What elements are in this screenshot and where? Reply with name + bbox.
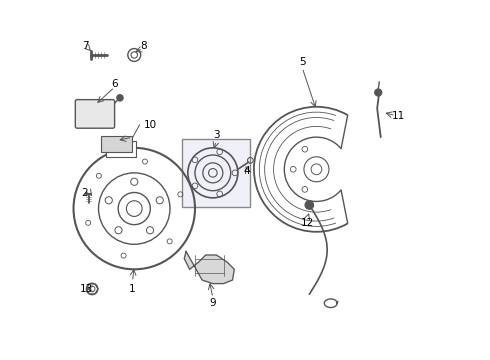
Text: 5: 5	[299, 57, 305, 67]
Circle shape	[305, 201, 314, 209]
Text: 1: 1	[129, 284, 136, 294]
Text: 9: 9	[210, 298, 216, 308]
Bar	[101, 136, 132, 152]
Text: 13: 13	[79, 284, 93, 294]
Text: 2: 2	[82, 188, 88, 198]
Text: 4: 4	[244, 166, 250, 176]
Bar	[105, 140, 136, 157]
Text: 3: 3	[213, 130, 220, 140]
FancyBboxPatch shape	[75, 100, 115, 128]
Text: 8: 8	[140, 41, 147, 51]
Circle shape	[375, 89, 382, 96]
Text: 6: 6	[111, 78, 118, 89]
Circle shape	[117, 95, 123, 101]
Bar	[182, 139, 250, 207]
Text: 11: 11	[392, 111, 405, 121]
Polygon shape	[184, 251, 234, 284]
Text: 7: 7	[82, 41, 89, 51]
Text: 12: 12	[301, 218, 314, 228]
Text: 10: 10	[144, 120, 157, 130]
